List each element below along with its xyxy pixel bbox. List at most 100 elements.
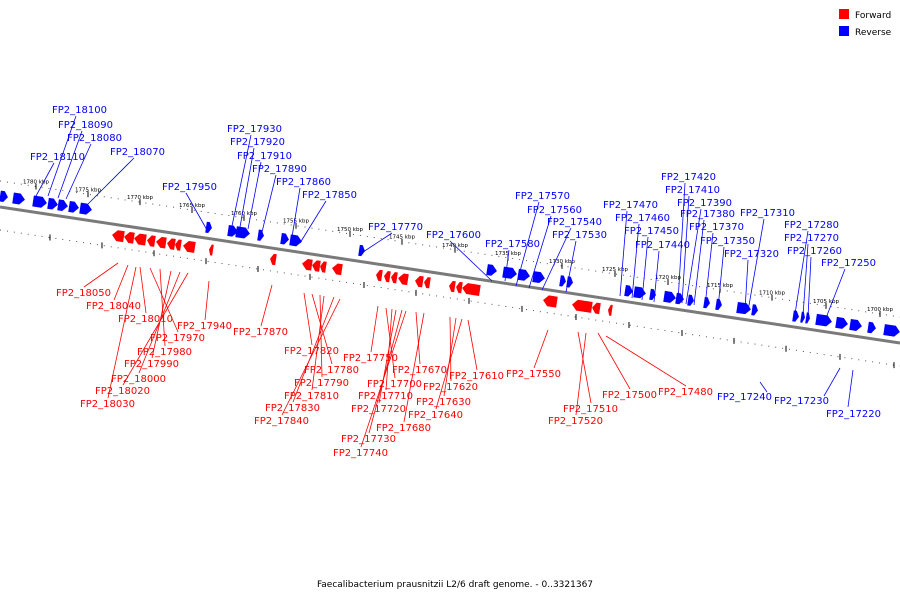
forward-gene-label[interactable]: FP2_17680 bbox=[376, 423, 431, 434]
forward-gene-arrow[interactable] bbox=[301, 258, 313, 271]
reverse-gene-arrow[interactable] bbox=[358, 244, 366, 257]
reverse-gene-label[interactable]: FP2_17390 bbox=[677, 198, 732, 209]
forward-gene-label[interactable]: FP2_17740 bbox=[333, 448, 388, 459]
reverse-gene-label[interactable]: FP2_17560 bbox=[527, 205, 582, 216]
reverse-gene-arrow[interactable] bbox=[0, 190, 9, 203]
forward-gene-arrow[interactable] bbox=[390, 272, 398, 284]
forward-gene-arrow[interactable] bbox=[375, 269, 383, 282]
reverse-gene-label[interactable]: FP2_17470 bbox=[603, 200, 658, 211]
reverse-gene-arrow[interactable] bbox=[47, 197, 59, 210]
forward-gene-label[interactable]: FP2_17620 bbox=[423, 382, 478, 393]
reverse-gene-label[interactable]: FP2_18070 bbox=[110, 147, 165, 158]
reverse-gene-arrow[interactable] bbox=[79, 202, 93, 216]
reverse-gene-arrow[interactable] bbox=[867, 321, 877, 334]
reverse-gene-arrow[interactable] bbox=[68, 200, 80, 213]
forward-gene-label[interactable]: FP2_17990 bbox=[124, 359, 179, 370]
reverse-gene-label[interactable]: FP2_17220 bbox=[826, 409, 881, 420]
reverse-gene-arrow[interactable] bbox=[566, 276, 574, 288]
reverse-gene-label[interactable]: FP2_17860 bbox=[276, 177, 331, 188]
reverse-gene-arrow[interactable] bbox=[751, 304, 759, 316]
forward-gene-arrow[interactable] bbox=[319, 261, 327, 273]
reverse-gene-label[interactable]: FP2_17770 bbox=[368, 222, 423, 233]
reverse-gene-arrow[interactable] bbox=[12, 192, 26, 206]
reverse-gene-label[interactable]: FP2_17240 bbox=[717, 392, 772, 403]
forward-gene-arrow[interactable] bbox=[448, 280, 456, 293]
reverse-gene-arrow[interactable] bbox=[624, 285, 634, 297]
reverse-gene-label[interactable]: FP2_17460 bbox=[615, 213, 670, 224]
reverse-gene-arrow[interactable] bbox=[800, 311, 806, 323]
forward-gene-arrow[interactable] bbox=[269, 253, 277, 266]
forward-gene-arrow[interactable] bbox=[383, 271, 391, 283]
forward-gene-label[interactable]: FP2_18020 bbox=[95, 386, 150, 397]
reverse-gene-label[interactable]: FP2_18080 bbox=[67, 133, 122, 144]
reverse-gene-label[interactable]: FP2_17570 bbox=[515, 191, 570, 202]
reverse-gene-label[interactable]: FP2_18100 bbox=[52, 105, 107, 116]
forward-gene-label[interactable]: FP2_17870 bbox=[233, 327, 288, 338]
reverse-gene-label[interactable]: FP2_17260 bbox=[787, 246, 842, 257]
forward-gene-label[interactable]: FP2_18050 bbox=[56, 288, 111, 299]
reverse-gene-label[interactable]: FP2_17930 bbox=[227, 124, 282, 135]
reverse-gene-label[interactable]: FP2_17410 bbox=[665, 185, 720, 196]
reverse-gene-label[interactable]: FP2_17230 bbox=[774, 396, 829, 407]
reverse-gene-label[interactable]: FP2_17950 bbox=[162, 182, 217, 193]
forward-gene-label[interactable]: FP2_17840 bbox=[254, 416, 309, 427]
forward-gene-arrow[interactable] bbox=[423, 277, 431, 289]
reverse-gene-label[interactable]: FP2_17530 bbox=[552, 230, 607, 241]
forward-gene-label[interactable]: FP2_17780 bbox=[304, 365, 359, 376]
forward-gene-label[interactable]: FP2_17750 bbox=[343, 353, 398, 364]
reverse-gene-arrow[interactable] bbox=[649, 288, 657, 301]
reverse-gene-label[interactable]: FP2_17310 bbox=[740, 208, 795, 219]
forward-gene-label[interactable]: FP2_18030 bbox=[80, 399, 135, 410]
reverse-gene-arrow[interactable] bbox=[715, 298, 723, 311]
reverse-gene-label[interactable]: FP2_18090 bbox=[58, 120, 113, 131]
reverse-gene-arrow[interactable] bbox=[736, 301, 751, 315]
forward-gene-arrow[interactable] bbox=[571, 299, 593, 313]
forward-gene-label[interactable]: FP2_17710 bbox=[358, 391, 413, 402]
reverse-gene-label[interactable]: FP2_17920 bbox=[230, 137, 285, 148]
reverse-gene-arrow[interactable] bbox=[517, 268, 531, 282]
reverse-gene-arrow[interactable] bbox=[227, 225, 239, 237]
forward-gene-arrow[interactable] bbox=[174, 239, 182, 251]
reverse-gene-label[interactable]: FP2_17250 bbox=[821, 258, 876, 269]
reverse-gene-arrow[interactable] bbox=[815, 313, 832, 327]
reverse-gene-arrow[interactable] bbox=[559, 275, 567, 287]
forward-gene-label[interactable]: FP2_17610 bbox=[449, 371, 504, 382]
forward-gene-arrow[interactable] bbox=[111, 229, 125, 243]
forward-gene-arrow[interactable] bbox=[607, 304, 613, 316]
reverse-gene-arrow[interactable] bbox=[675, 292, 685, 305]
forward-gene-label[interactable]: FP2_17630 bbox=[416, 397, 471, 408]
reverse-gene-label[interactable]: FP2_17540 bbox=[547, 217, 602, 228]
reverse-gene-arrow[interactable] bbox=[280, 233, 290, 245]
reverse-gene-arrow[interactable] bbox=[532, 271, 546, 284]
forward-gene-label[interactable]: FP2_17700 bbox=[367, 379, 422, 390]
reverse-gene-arrow[interactable] bbox=[486, 264, 498, 276]
forward-gene-arrow[interactable] bbox=[591, 302, 601, 315]
reverse-gene-arrow[interactable] bbox=[633, 286, 647, 299]
forward-gene-label[interactable]: FP2_18040 bbox=[86, 301, 141, 312]
forward-gene-arrow[interactable] bbox=[397, 273, 409, 286]
reverse-gene-label[interactable]: FP2_17350 bbox=[700, 236, 755, 247]
forward-gene-arrow[interactable] bbox=[208, 244, 214, 256]
forward-gene-label[interactable]: FP2_17500 bbox=[602, 390, 657, 401]
forward-gene-label[interactable]: FP2_17980 bbox=[137, 347, 192, 358]
forward-gene-arrow[interactable] bbox=[542, 295, 558, 308]
reverse-gene-arrow[interactable] bbox=[835, 316, 849, 330]
reverse-gene-arrow[interactable] bbox=[32, 195, 47, 209]
forward-gene-arrow[interactable] bbox=[414, 275, 424, 288]
forward-gene-arrow[interactable] bbox=[123, 231, 135, 244]
forward-gene-arrow[interactable] bbox=[166, 238, 176, 250]
reverse-gene-arrow[interactable] bbox=[883, 324, 900, 337]
reverse-gene-arrow[interactable] bbox=[703, 296, 711, 309]
reverse-gene-label[interactable]: FP2_17440 bbox=[635, 240, 690, 251]
reverse-gene-arrow[interactable] bbox=[257, 229, 265, 242]
forward-gene-label[interactable]: FP2_17480 bbox=[658, 387, 713, 398]
forward-gene-arrow[interactable] bbox=[455, 281, 463, 294]
forward-gene-arrow[interactable] bbox=[155, 236, 167, 249]
reverse-gene-label[interactable]: FP2_17420 bbox=[661, 172, 716, 183]
forward-gene-arrow[interactable] bbox=[182, 240, 196, 253]
reverse-gene-arrow[interactable] bbox=[805, 312, 811, 324]
reverse-gene-arrow[interactable] bbox=[289, 234, 303, 247]
reverse-gene-label[interactable]: FP2_17280 bbox=[784, 220, 839, 231]
forward-gene-label[interactable]: FP2_17830 bbox=[265, 403, 320, 414]
forward-gene-arrow[interactable] bbox=[331, 263, 343, 276]
